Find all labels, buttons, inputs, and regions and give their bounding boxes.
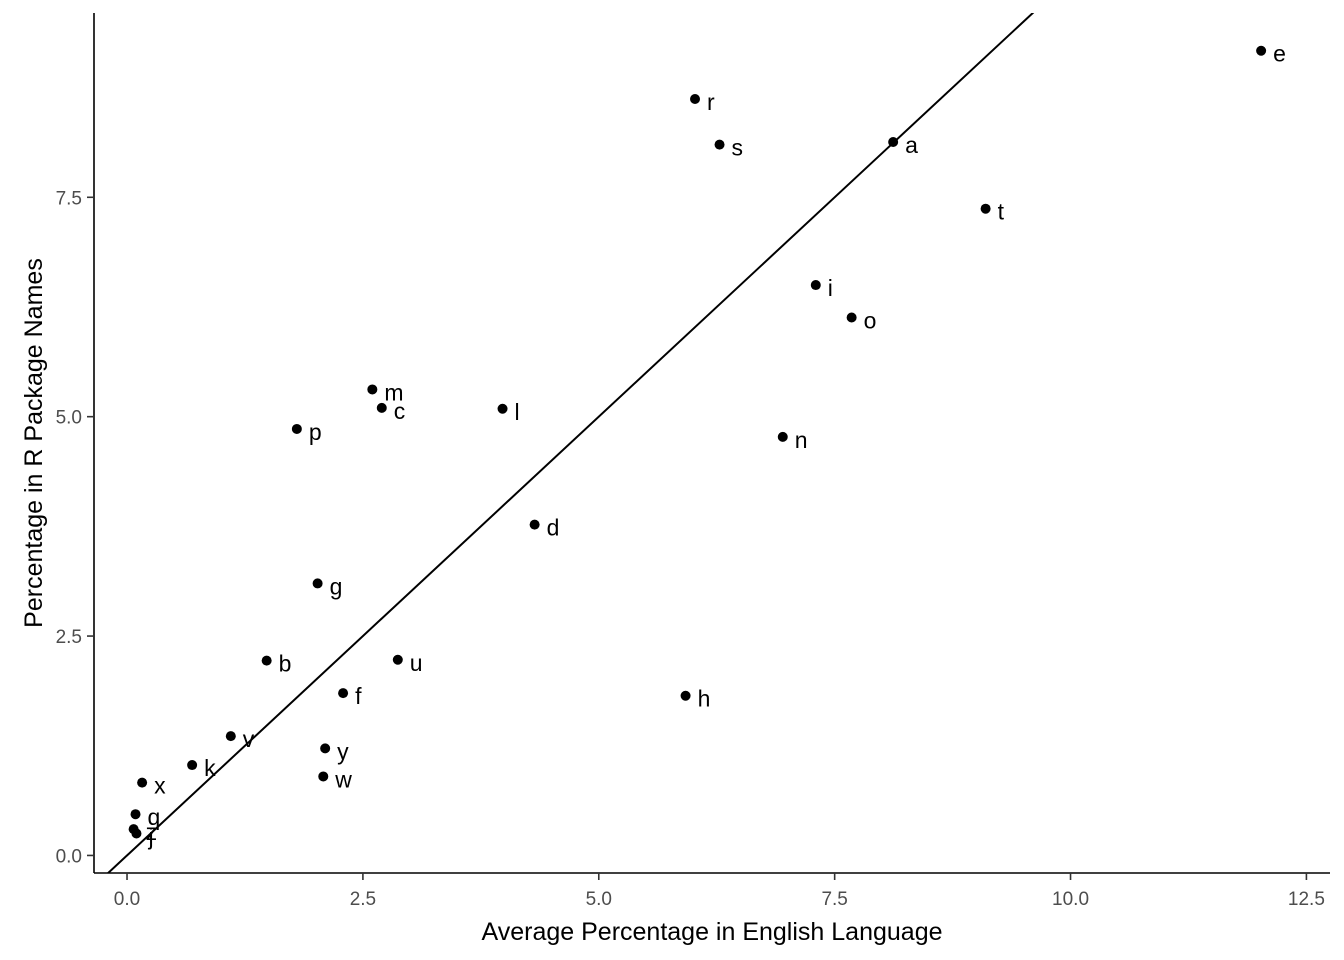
point-label: m [384, 379, 403, 405]
point-label: c [394, 398, 406, 424]
point-label: z [146, 819, 158, 845]
x-axis: 0.0 2.5 5.0 7.5 10.0 12.5 [94, 872, 1330, 910]
point-label: r [707, 89, 715, 115]
data-point [291, 423, 302, 434]
x-tick-label: 7.5 [821, 889, 847, 910]
points-layer [128, 45, 1267, 839]
data-point [714, 139, 725, 150]
x-axis-title: Average Percentage in English Language [482, 918, 943, 946]
point-label: s [732, 135, 744, 161]
data-point [131, 828, 142, 839]
data-point [980, 203, 991, 214]
point-label: x [154, 773, 166, 799]
y-tick-label: 0.0 [56, 846, 82, 867]
point-label: l [515, 399, 520, 425]
point-label: j [147, 824, 153, 850]
point-label: u [410, 650, 423, 676]
data-point [376, 402, 387, 413]
y-axis: 0.0 2.5 5.0 7.5 [56, 13, 95, 873]
data-point [225, 731, 236, 742]
point-label: a [905, 132, 918, 158]
data-point [888, 137, 899, 147]
data-point [1256, 45, 1267, 56]
data-point [367, 384, 378, 395]
point-label: e [1273, 41, 1286, 67]
x-tick-label: 0.0 [114, 889, 140, 910]
data-point [777, 431, 788, 442]
x-tick-label: 2.5 [350, 889, 376, 910]
data-point [338, 688, 349, 699]
data-point [810, 280, 821, 291]
data-point [312, 578, 323, 589]
point-label: n [795, 427, 808, 453]
data-point [680, 690, 691, 701]
point-label: k [204, 755, 216, 781]
point-label: w [334, 766, 352, 792]
y-tick-label: 2.5 [56, 627, 82, 648]
point-label: v [243, 726, 255, 752]
x-tick-label: 5.0 [586, 889, 612, 910]
y-tick-label: 7.5 [56, 188, 82, 209]
y-axis-title: Percentage in R Package Names [20, 258, 48, 628]
point-label: t [998, 199, 1005, 225]
point-label: o [864, 308, 877, 334]
reference-line [106, 13, 1035, 873]
y-tick-label: 5.0 [56, 408, 82, 429]
data-point [130, 809, 141, 820]
point-label: f [355, 683, 362, 709]
point-label: h [698, 686, 711, 712]
data-point [690, 94, 701, 104]
data-point [529, 519, 540, 530]
x-tick-label: 12.5 [1288, 889, 1325, 910]
point-label: i [828, 275, 833, 301]
data-point [320, 743, 331, 754]
point-label: p [309, 419, 322, 445]
data-point [261, 655, 272, 666]
point-label: y [337, 738, 349, 764]
data-point [318, 771, 329, 782]
data-point [392, 654, 403, 665]
x-tick-label: 10.0 [1052, 889, 1089, 910]
data-point [497, 403, 508, 414]
data-point [846, 312, 857, 323]
point-label: g [330, 573, 343, 599]
data-point [137, 777, 148, 788]
point-label: b [279, 651, 292, 677]
point-label: d [547, 515, 560, 541]
data-point [187, 760, 198, 771]
point-label: q [148, 804, 161, 830]
